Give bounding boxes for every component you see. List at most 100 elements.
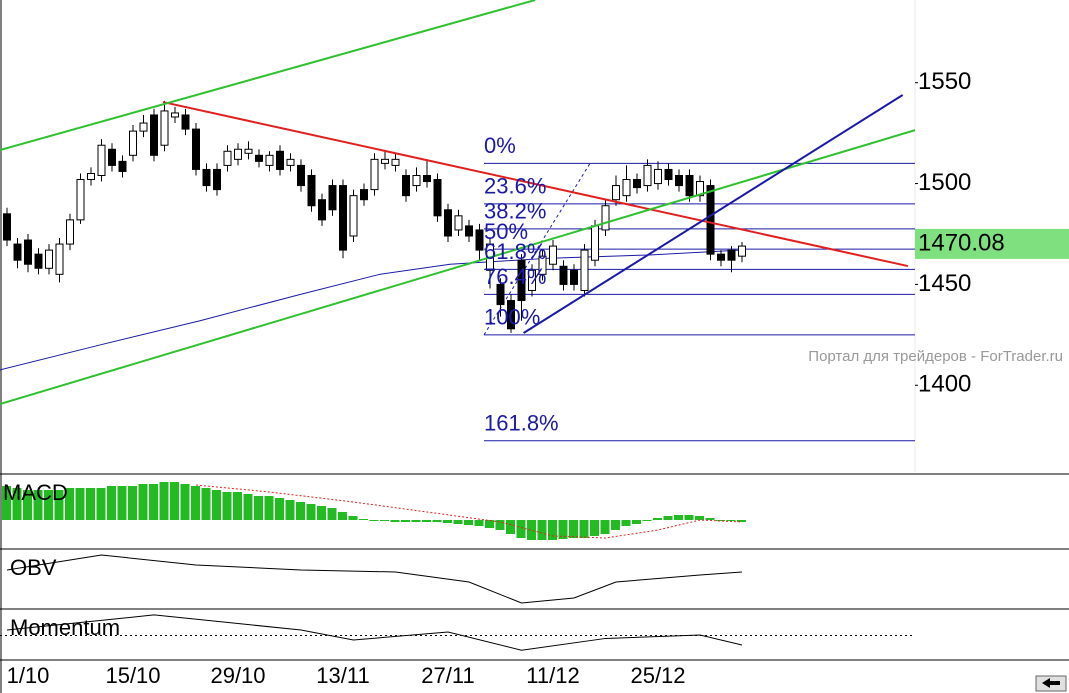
candle-body	[171, 112, 179, 118]
candle-body	[475, 229, 484, 251]
macd-bar	[380, 520, 389, 521]
trend-line	[523, 94, 904, 334]
macd-bar	[149, 484, 158, 520]
macd-bar	[663, 516, 673, 520]
candle-body	[570, 269, 578, 285]
candle-body	[433, 179, 442, 217]
macd-bar	[285, 500, 295, 520]
candle-body	[223, 150, 232, 166]
x-tick-label: 29/10	[210, 663, 265, 688]
macd-signal	[195, 484, 743, 539]
macd-bar	[695, 516, 704, 520]
fib-label: 0%	[484, 133, 516, 158]
fib-label: 38.2%	[484, 199, 546, 224]
macd-bar	[75, 488, 85, 520]
candle-body	[538, 255, 547, 275]
macd-bar	[338, 512, 347, 520]
candle-body	[244, 148, 253, 154]
arrow-icon[interactable]	[1042, 678, 1060, 688]
candle-body	[622, 179, 631, 197]
scroll-button[interactable]	[1035, 675, 1067, 692]
macd-bar	[23, 490, 32, 520]
last-price-label: 1470.08	[918, 229, 1005, 256]
macd-bar	[117, 486, 127, 520]
candle-body	[181, 114, 190, 130]
macd-bar	[264, 496, 274, 520]
candle-body	[664, 168, 673, 181]
macd-bar	[485, 520, 494, 528]
candle-body	[108, 148, 116, 166]
candle-body	[559, 265, 568, 285]
candle-body	[13, 243, 22, 261]
trend-line	[0, 0, 536, 152]
candle-body	[507, 300, 515, 330]
macd-bar	[590, 520, 599, 536]
macd-bar	[548, 520, 557, 540]
macd-bar	[632, 520, 641, 524]
macd-bar	[653, 518, 662, 520]
candle-body	[685, 174, 694, 197]
macd-bar	[684, 515, 694, 520]
macd-bar	[233, 492, 242, 520]
watermark: Портал для трейдеров - ForTrader.ru	[808, 348, 1063, 365]
candle-body	[381, 158, 389, 164]
macd-bar	[474, 520, 484, 526]
candle-body	[234, 148, 242, 160]
x-tick-label: 1/10	[7, 663, 50, 688]
macd-bar	[411, 520, 421, 522]
macd-bar	[96, 488, 106, 520]
x-tick-label: 27/11	[421, 663, 474, 688]
candle-body	[139, 122, 148, 132]
macd-bar	[44, 490, 53, 520]
candle-body	[633, 179, 641, 189]
candle-body	[286, 158, 295, 166]
macd-bar	[128, 486, 137, 520]
trend-line	[162, 101, 909, 268]
moving-average	[0, 249, 740, 371]
macd-bar	[243, 494, 253, 520]
candle-body	[76, 179, 85, 221]
macd-bar	[600, 520, 610, 534]
macd-bar	[327, 508, 337, 520]
x-tick-label: 15/10	[105, 663, 160, 688]
candle-body	[423, 174, 431, 183]
price-panel	[0, 0, 915, 442]
macd-bar	[506, 520, 515, 534]
macd-bar	[716, 520, 725, 521]
macd-bar	[180, 484, 190, 520]
candle-body	[654, 168, 662, 185]
macd-bar	[159, 482, 169, 520]
macd-bar	[390, 520, 400, 522]
macd-bar	[453, 520, 463, 524]
macd-bar	[621, 520, 631, 526]
candle-body	[129, 130, 137, 156]
candle-body	[675, 174, 683, 187]
candle-body	[276, 150, 284, 170]
macd-bar	[737, 520, 746, 522]
macd-bar	[86, 488, 95, 520]
candle-body	[24, 239, 32, 265]
macd-bar	[317, 506, 326, 520]
macd-bar	[212, 490, 221, 520]
macd-bar	[432, 520, 442, 522]
macd-bar	[191, 486, 200, 520]
y-tick-label: 1500	[918, 169, 971, 196]
macd-bar	[222, 492, 232, 520]
candle-body	[601, 205, 610, 231]
candle-body	[370, 158, 379, 191]
macd-bar	[537, 520, 547, 540]
candle-body	[444, 209, 452, 237]
fib-label: 76.4%	[484, 264, 546, 289]
candle-body	[706, 185, 715, 255]
macd-bar	[611, 520, 620, 530]
macd-bar	[495, 520, 505, 530]
y-tick-label: 1550	[918, 68, 971, 95]
y-tick-label: 1450	[918, 270, 971, 297]
macd-bar	[65, 488, 74, 520]
macd-bar	[401, 520, 410, 522]
candle-body	[34, 253, 43, 269]
candle-body	[297, 164, 305, 187]
panel-title: MACD	[3, 480, 68, 505]
candle-body	[727, 249, 736, 261]
